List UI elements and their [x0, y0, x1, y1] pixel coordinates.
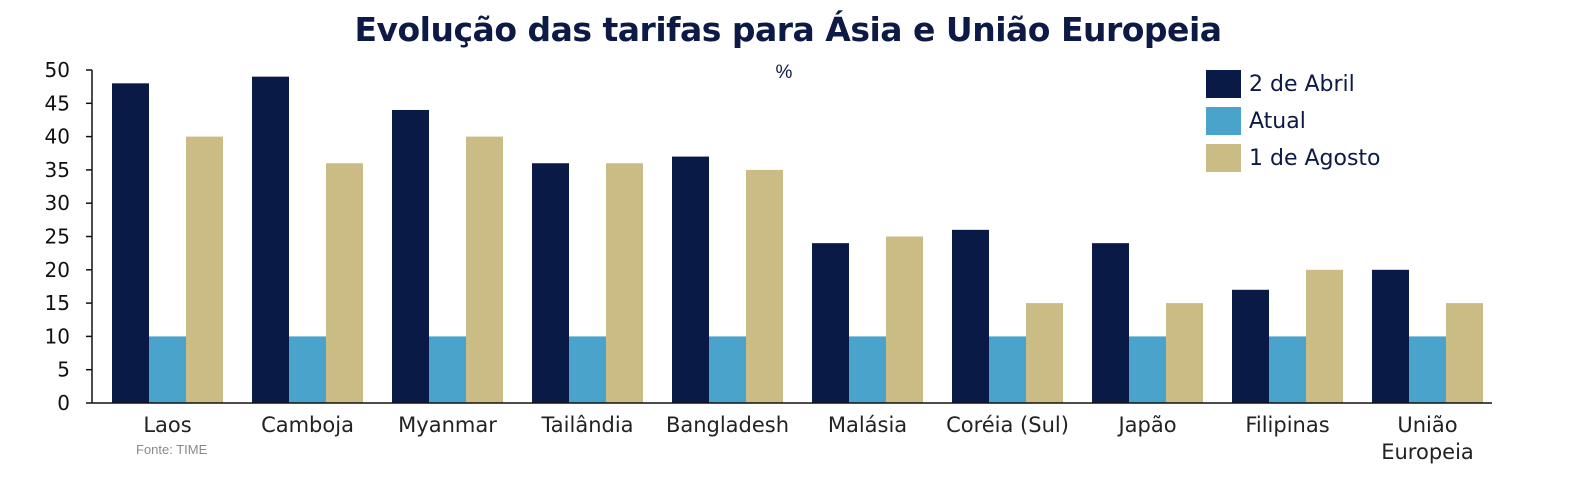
x-tick-label: Tailândia [540, 413, 633, 437]
y-tick-label: 50 [45, 58, 70, 82]
bar [1092, 243, 1129, 403]
bar [1409, 336, 1446, 403]
y-tick-label: 30 [45, 191, 70, 215]
bar [429, 336, 466, 403]
x-tick-label: Filipinas [1245, 413, 1329, 437]
bar [886, 236, 923, 403]
bar [1269, 336, 1306, 403]
x-axis-labels: Laos Camboja Myanmar Tailândia Bangladesh Mal… [143, 413, 1473, 464]
bar [606, 163, 643, 403]
x-tick-label: Myanmar [398, 413, 497, 437]
bar [392, 109, 429, 404]
y-tick-label: 10 [45, 324, 70, 348]
bar [952, 229, 989, 403]
legend-label: 2 de Abril [1249, 72, 1355, 97]
legend-label: Atual [1249, 109, 1306, 134]
x-tick-label: Camboja [261, 413, 354, 437]
y-tick-label: 5 [57, 358, 70, 382]
y-tick-label: 0 [57, 391, 70, 415]
x-tick-label: Bangladesh [666, 413, 789, 437]
x-tick-label: Malásia [828, 413, 907, 437]
bar [1306, 269, 1343, 403]
bar [1026, 303, 1063, 403]
bar [812, 243, 849, 403]
bar [709, 336, 746, 403]
y-tick-label: 25 [45, 225, 70, 249]
y-tick-label: 20 [45, 258, 70, 282]
chart-unit: % [775, 62, 793, 83]
x-tick-label: Laos [143, 413, 191, 437]
x-tick-label: Coréia (Sul) [946, 413, 1069, 437]
bar [672, 156, 709, 403]
bar [1372, 269, 1409, 403]
bar [112, 83, 149, 403]
bar [1129, 336, 1166, 403]
x-tick-label: Japão [1116, 413, 1176, 437]
bar [186, 136, 223, 403]
y-tick-label: 15 [45, 291, 70, 315]
y-tick-label: 35 [45, 158, 70, 182]
bar [326, 163, 363, 403]
bar [532, 163, 569, 403]
bar [289, 336, 326, 403]
legend-swatch [1206, 107, 1241, 135]
bar [466, 136, 503, 403]
bar [989, 336, 1026, 403]
legend-label: 1 de Agosto [1249, 146, 1381, 171]
bar [569, 336, 606, 403]
bar [1232, 289, 1269, 403]
bar [1166, 303, 1203, 403]
bars [112, 76, 1483, 404]
legend: 2 de Abril Atual 1 de Agosto [1206, 70, 1381, 172]
bar [1446, 303, 1483, 403]
y-tick-label: 40 [45, 125, 70, 149]
x-tick-label: União Europeia [1381, 413, 1474, 464]
legend-swatch [1206, 144, 1241, 172]
y-axis-ticks: 0 5 10 15 20 25 30 35 40 45 50 [45, 58, 92, 415]
legend-swatch [1206, 70, 1241, 98]
chart-title: Evolução das tarifas para Ásia e União E… [354, 10, 1222, 49]
bar [149, 336, 186, 403]
y-tick-label: 45 [45, 91, 70, 115]
bar [849, 336, 886, 403]
source-note: Fonte: TIME [136, 442, 208, 457]
bar [252, 76, 289, 403]
bar [746, 169, 783, 403]
